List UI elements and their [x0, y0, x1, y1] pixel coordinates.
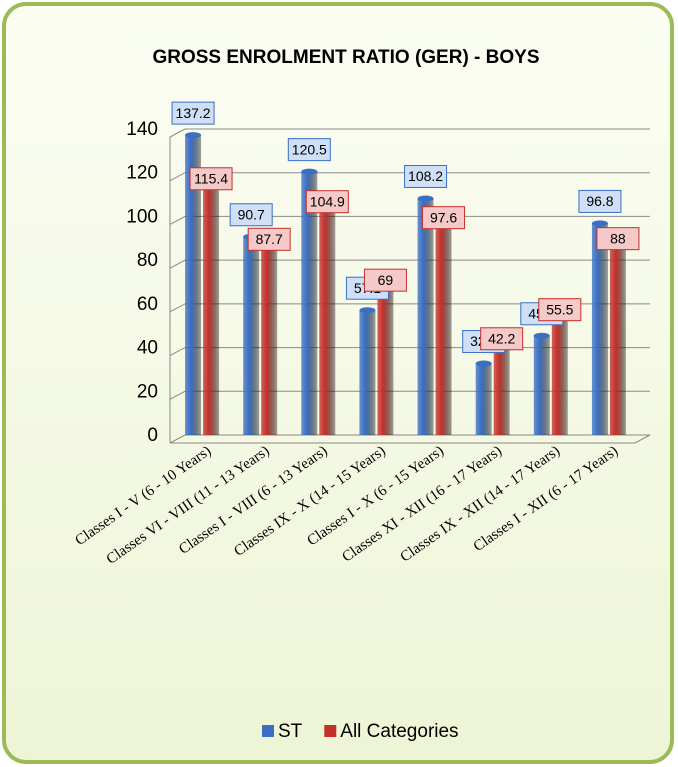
value-label: 42.2 — [488, 330, 515, 346]
value-label: 87.7 — [256, 231, 283, 247]
bar-top — [185, 132, 202, 139]
bar — [417, 198, 434, 435]
value-label: 69 — [378, 272, 394, 288]
bar — [435, 221, 452, 435]
grid-line — [169, 172, 650, 182]
value-label-box — [247, 227, 291, 251]
bar-top — [591, 220, 608, 227]
y-tick-label: 80 — [137, 250, 158, 271]
value-label-box — [480, 327, 524, 351]
value-label: 90.7 — [238, 206, 265, 222]
value-label: 120.5 — [292, 141, 327, 157]
grid-line — [169, 128, 650, 138]
y-tick-label: 120 — [126, 163, 158, 184]
value-label-box — [578, 189, 622, 213]
value-label-box — [422, 206, 466, 230]
y-tick-label: 40 — [137, 338, 158, 359]
bar — [377, 284, 394, 435]
value-label-box — [171, 101, 215, 125]
y-tick-label: 20 — [137, 381, 158, 402]
value-label: 137.2 — [176, 105, 211, 121]
y-tick-label: 140 — [126, 119, 158, 140]
grid-line — [169, 303, 650, 313]
value-label: 104.9 — [310, 193, 345, 209]
bar-top — [533, 332, 550, 339]
legend-swatch — [324, 725, 337, 737]
value-label: 88 — [610, 230, 626, 246]
bar — [301, 171, 318, 435]
value-label: 97.6 — [430, 209, 457, 225]
value-label-box — [538, 298, 582, 322]
value-label-box — [363, 268, 407, 292]
value-label-box — [305, 190, 349, 214]
legend: ST All Categories — [262, 721, 459, 742]
y-tick-label: 100 — [126, 206, 158, 227]
value-label-box — [287, 138, 331, 162]
bar — [203, 182, 220, 435]
legend-swatch — [262, 725, 274, 737]
bar — [261, 243, 278, 435]
bar — [609, 242, 626, 435]
bar — [243, 236, 260, 435]
bar — [475, 363, 492, 435]
value-label: 96.8 — [586, 193, 613, 209]
bar — [591, 223, 608, 435]
value-label-box — [404, 165, 448, 189]
value-label-box — [596, 227, 640, 251]
x-axis — [170, 434, 651, 444]
bar-top — [359, 307, 376, 314]
grid-line — [169, 215, 650, 225]
bar-top — [475, 360, 492, 367]
bar-top — [301, 168, 318, 175]
value-label: 115.4 — [194, 170, 228, 186]
bar — [319, 205, 336, 435]
value-label: 108.2 — [408, 168, 443, 184]
chart-title: GROSS ENROLMENT RATIO (GER) - BOYS — [152, 47, 539, 68]
bar — [359, 310, 376, 435]
legend-label: ST — [278, 721, 303, 742]
bar — [493, 342, 510, 435]
bar — [533, 335, 550, 435]
bar-top — [417, 195, 434, 202]
y-tick-label: 60 — [137, 294, 158, 315]
value-label-box — [229, 203, 273, 227]
bar — [551, 313, 568, 435]
legend-label: All Categories — [340, 721, 458, 742]
y-tick-label: 0 — [147, 425, 158, 446]
value-label-box — [189, 167, 233, 191]
grid-line — [169, 259, 650, 269]
bar — [185, 135, 202, 435]
value-label: 55.5 — [546, 301, 573, 317]
